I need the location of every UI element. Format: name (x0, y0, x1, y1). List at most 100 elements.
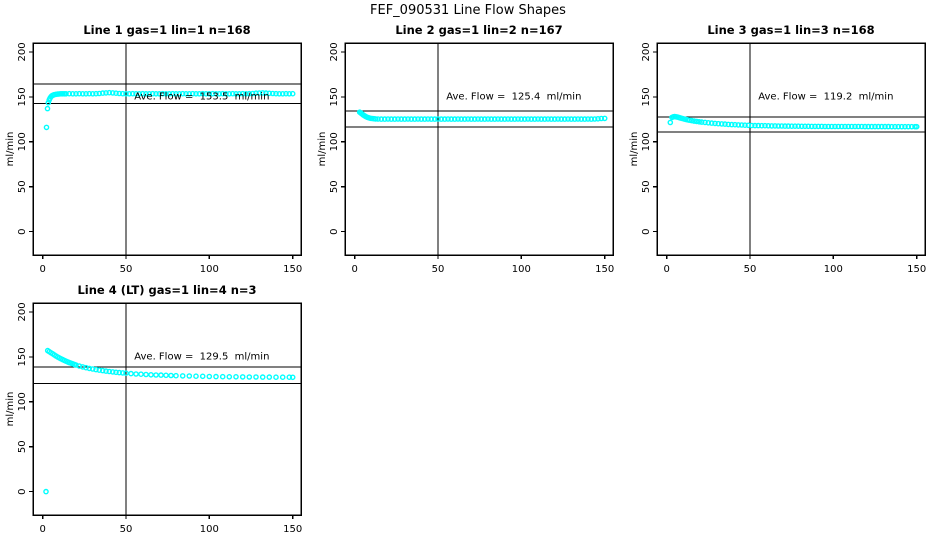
data-point (381, 116, 388, 122)
data-point (798, 123, 805, 130)
x-axis-tick-label: 150 (907, 264, 926, 275)
data-point (835, 123, 842, 130)
data-point (156, 91, 163, 97)
plot-border (344, 42, 614, 256)
data-point (153, 372, 159, 378)
y-axis-tick-label: 200 (641, 42, 652, 61)
y-axis-tick-label: 100 (641, 132, 652, 151)
data-point (76, 90, 83, 97)
data-point (495, 116, 501, 122)
data-point (588, 116, 595, 122)
data-point (226, 374, 233, 380)
data-point (213, 91, 219, 97)
data-point (286, 374, 293, 380)
data-point (378, 116, 385, 122)
data-point (812, 123, 818, 130)
data-point (372, 116, 379, 122)
data-point (531, 116, 538, 122)
data-point (223, 91, 229, 97)
data-point (289, 374, 296, 381)
data-point (865, 123, 872, 130)
data-point (842, 123, 848, 130)
data-point (696, 119, 702, 125)
data-point (895, 123, 902, 130)
data-point (898, 123, 905, 130)
ave-flow-label: Ave. Flow = 119.2 ml/min (758, 91, 893, 102)
x-axis-tick-label: 150 (283, 264, 302, 275)
data-point (852, 123, 858, 130)
data-point (196, 91, 203, 97)
data-point (428, 116, 435, 122)
data-point (702, 119, 708, 126)
data-point (226, 91, 233, 97)
data-point (411, 116, 418, 122)
plot-border (32, 42, 302, 256)
data-point (581, 116, 588, 122)
data-point (598, 115, 605, 122)
data-point (892, 123, 898, 130)
data-point (832, 123, 838, 130)
data-point (243, 91, 249, 97)
data-point (595, 116, 601, 122)
data-point (838, 123, 845, 130)
data-point (269, 90, 276, 97)
data-point (468, 116, 475, 122)
data-point (828, 123, 835, 130)
data-point (93, 366, 99, 373)
data-point (253, 374, 259, 380)
data-point (283, 90, 289, 97)
y-axis-tick-label: 150 (17, 347, 28, 366)
data-point (505, 116, 511, 122)
data-point (862, 123, 868, 130)
data-point (385, 116, 391, 122)
data-point (705, 120, 712, 126)
data-point (79, 91, 86, 97)
data-point (415, 116, 421, 122)
data-point (219, 90, 226, 97)
data-point (802, 123, 808, 130)
data-point (535, 116, 541, 122)
y-axis-tick-label: 50 (17, 440, 28, 453)
data-point (79, 364, 86, 370)
data-point (575, 116, 581, 122)
y-axis-tick-label: 150 (17, 87, 28, 106)
data-point (405, 116, 411, 122)
data-point (109, 90, 116, 96)
data-point (561, 116, 568, 122)
data-point (388, 116, 395, 122)
data-point (858, 123, 865, 130)
data-point (728, 121, 735, 128)
y-axis-label: ml/min (317, 132, 328, 167)
data-point (119, 90, 126, 97)
data-point (735, 122, 742, 128)
data-point (119, 370, 126, 376)
data-point (878, 123, 885, 130)
data-point (143, 371, 149, 378)
data-point (133, 371, 139, 377)
data-point (179, 373, 186, 379)
data-point (885, 123, 892, 130)
plot-border (32, 302, 302, 516)
data-point (872, 123, 878, 130)
data-point (86, 90, 93, 97)
data-point (279, 91, 286, 97)
data-point (458, 116, 465, 122)
data-point (133, 91, 139, 97)
x-axis-tick-label: 0 (663, 264, 669, 275)
data-point (229, 90, 236, 97)
y-axis-label: ml/min (5, 392, 16, 427)
data-point (775, 123, 782, 129)
data-point (882, 123, 888, 130)
data-point (782, 123, 788, 129)
data-point (568, 116, 575, 122)
data-point (578, 116, 585, 122)
data-point (848, 123, 855, 130)
data-point (425, 116, 431, 122)
panel-title: Line 2 gas=1 lin=2 n=167 (395, 23, 563, 37)
data-point (66, 90, 73, 97)
data-point (778, 123, 785, 129)
data-point (667, 119, 674, 126)
data-point (116, 90, 123, 97)
data-point (168, 372, 174, 379)
data-point (792, 123, 798, 129)
